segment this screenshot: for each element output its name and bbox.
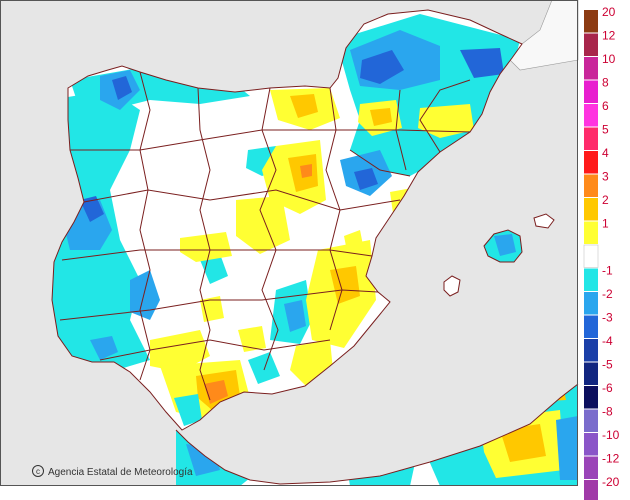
legend-swatch — [583, 244, 599, 268]
legend-swatch — [584, 33, 598, 56]
svg-text:c: c — [36, 467, 40, 476]
map-frame-border — [0, 0, 578, 486]
iberia-anomaly-layer — [52, 14, 520, 426]
legend-label: -12 — [602, 452, 620, 466]
legend-swatch — [584, 386, 598, 409]
legend-swatch — [584, 174, 598, 197]
region-borders — [51, 9, 579, 485]
legend-label: 20 — [602, 5, 616, 19]
legend-swatch — [584, 57, 598, 80]
credit-text: Agencia Estatal de Meteorología — [48, 467, 193, 478]
legend-label: -6 — [602, 381, 613, 395]
legend-label: 10 — [602, 52, 616, 66]
legend-swatch — [584, 315, 598, 338]
legend-label: -4 — [602, 334, 613, 348]
legend-label: -5 — [602, 358, 613, 372]
legend-label: 12 — [602, 29, 616, 43]
legend-swatch — [584, 151, 598, 174]
legend-label: 8 — [602, 76, 609, 90]
aemet-credit: c Agencia Estatal de Meteorología — [32, 465, 193, 478]
legend-label: -8 — [602, 405, 613, 419]
legend-swatch — [584, 480, 598, 500]
legend-swatch — [584, 292, 598, 315]
legend-swatch — [584, 104, 598, 127]
legend-label: -3 — [602, 311, 613, 325]
legend-label: -1 — [602, 264, 613, 278]
legend-swatch — [584, 456, 598, 479]
legend-swatch — [584, 433, 598, 456]
legend-label: 1 — [602, 217, 609, 231]
legend-label: 5 — [602, 123, 609, 137]
menorca-land — [534, 214, 554, 228]
legend-label: 4 — [602, 146, 609, 160]
legend-swatch — [584, 268, 598, 291]
legend-swatch — [584, 409, 598, 432]
legend-label: 3 — [602, 170, 609, 184]
balearic-anomaly-layer — [484, 230, 522, 262]
legend-label: 6 — [602, 99, 609, 113]
legend-label: -20 — [602, 475, 620, 489]
color-scale-legend: 20 12 10 8 6 5 4 3 2 1 -1 -2 -3 -4 -5 -6 -8 -10 -12 -20 — [583, 5, 620, 500]
legend-swatch — [584, 362, 598, 385]
legend-label: 2 — [602, 193, 609, 207]
copyright-icon — [32, 465, 44, 477]
legend-swatch — [584, 10, 598, 33]
legend-swatch — [584, 339, 598, 362]
legend-label: -2 — [602, 287, 613, 301]
ibiza-land — [444, 276, 460, 296]
legend-swatch — [584, 198, 598, 221]
legend-swatch — [584, 80, 598, 103]
legend-label: -10 — [602, 428, 620, 442]
legend-swatch — [584, 221, 598, 244]
legend-swatch — [584, 127, 598, 150]
